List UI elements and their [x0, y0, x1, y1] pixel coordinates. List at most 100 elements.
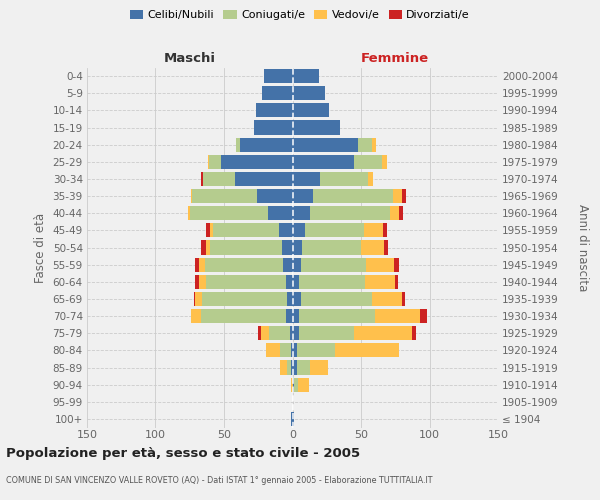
Bar	[195, 292, 202, 306]
Bar	[390, 206, 400, 220]
Bar	[266, 344, 280, 357]
Bar	[402, 292, 405, 306]
Bar	[190, 206, 268, 220]
Bar	[293, 120, 340, 134]
Bar	[257, 189, 293, 203]
Legend: Celibi/Nubili, Coniugati/e, Vedovi/e, Divorziati/e: Celibi/Nubili, Coniugati/e, Vedovi/e, Di…	[125, 6, 475, 25]
Y-axis label: Anni di nascita: Anni di nascita	[575, 204, 589, 291]
Bar	[372, 292, 402, 306]
Bar	[293, 155, 354, 169]
Bar	[203, 172, 235, 186]
Bar	[384, 240, 388, 254]
Bar	[365, 275, 395, 289]
Bar	[236, 138, 241, 151]
Bar	[221, 155, 293, 169]
Bar	[293, 189, 313, 203]
Bar	[293, 206, 310, 220]
Bar	[293, 292, 301, 306]
Bar	[302, 240, 361, 254]
Bar	[205, 258, 283, 272]
Bar	[293, 172, 320, 186]
Bar	[264, 69, 293, 83]
Bar	[354, 155, 382, 169]
Bar	[296, 344, 335, 357]
Bar	[213, 224, 279, 237]
Bar	[299, 275, 365, 289]
Bar	[293, 240, 302, 254]
Bar	[296, 360, 310, 374]
Bar	[193, 189, 257, 203]
Y-axis label: Fasce di età: Fasce di età	[34, 212, 47, 282]
Bar	[201, 172, 203, 186]
Bar	[301, 258, 367, 272]
Bar	[375, 309, 420, 323]
Bar	[291, 360, 293, 374]
Bar	[420, 309, 427, 323]
Bar	[235, 172, 293, 186]
Bar	[298, 378, 309, 392]
Bar	[293, 275, 299, 289]
Text: Maschi: Maschi	[164, 52, 216, 65]
Bar	[261, 326, 269, 340]
Bar	[293, 224, 305, 237]
Bar	[280, 344, 291, 357]
Bar	[262, 86, 293, 100]
Bar	[293, 326, 299, 340]
Bar	[194, 292, 195, 306]
Bar	[368, 172, 373, 186]
Bar	[287, 292, 293, 306]
Bar	[206, 275, 286, 289]
Bar	[199, 258, 205, 272]
Bar	[293, 104, 329, 118]
Bar	[258, 326, 261, 340]
Bar	[293, 378, 294, 392]
Bar	[310, 360, 328, 374]
Bar	[211, 224, 213, 237]
Bar	[291, 412, 293, 426]
Bar	[195, 275, 199, 289]
Bar	[364, 224, 383, 237]
Text: COMUNE DI SAN VINCENZO VALLE ROVETO (AQ) - Dati ISTAT 1° gennaio 2005 - Elaboraz: COMUNE DI SAN VINCENZO VALLE ROVETO (AQ)…	[6, 476, 433, 485]
Bar	[191, 189, 193, 203]
Bar	[383, 224, 387, 237]
Bar	[211, 240, 281, 254]
Bar	[305, 224, 364, 237]
Bar	[293, 412, 294, 426]
Bar	[382, 155, 387, 169]
Bar	[291, 344, 293, 357]
Bar	[209, 155, 221, 169]
Bar	[358, 138, 372, 151]
Bar	[241, 138, 293, 151]
Bar	[310, 206, 390, 220]
Bar	[290, 326, 293, 340]
Bar	[320, 172, 368, 186]
Bar	[392, 189, 402, 203]
Bar	[394, 258, 400, 272]
Bar	[412, 326, 416, 340]
Bar	[254, 120, 293, 134]
Bar	[367, 258, 394, 272]
Bar	[291, 378, 293, 392]
Bar	[256, 104, 293, 118]
Bar	[299, 326, 354, 340]
Bar	[279, 224, 293, 237]
Bar	[281, 240, 293, 254]
Bar	[395, 275, 398, 289]
Bar	[400, 206, 403, 220]
Bar	[191, 309, 201, 323]
Bar	[293, 86, 325, 100]
Bar	[195, 258, 199, 272]
Bar	[202, 292, 287, 306]
Bar	[286, 309, 293, 323]
Bar	[301, 292, 372, 306]
Bar	[335, 344, 400, 357]
Bar	[354, 326, 412, 340]
Bar	[206, 224, 211, 237]
Bar	[201, 240, 206, 254]
Bar	[287, 360, 291, 374]
Bar	[206, 240, 211, 254]
Text: Femmine: Femmine	[361, 52, 430, 65]
Bar	[268, 206, 293, 220]
Bar	[293, 258, 301, 272]
Bar	[283, 258, 293, 272]
